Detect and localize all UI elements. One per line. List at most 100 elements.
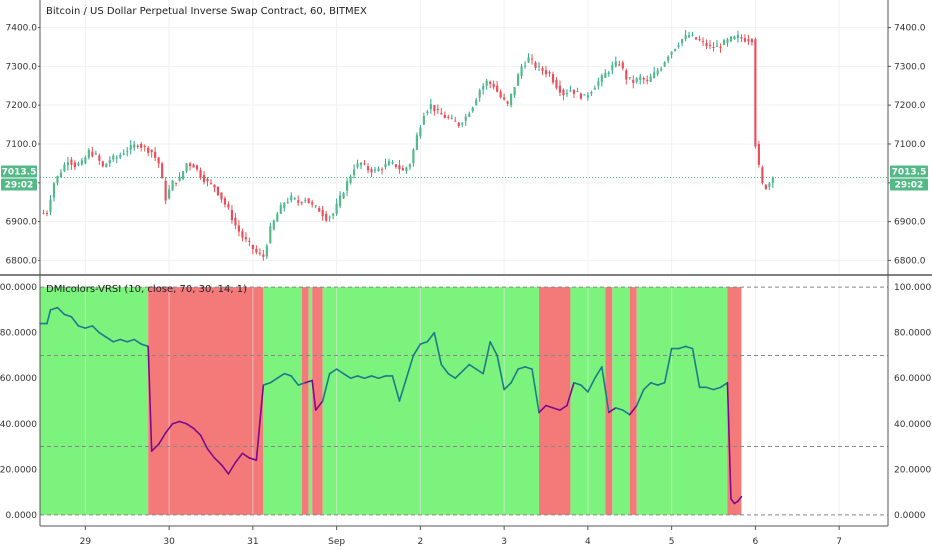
regime-region-bull — [308, 287, 313, 515]
candle-body — [461, 123, 464, 125]
price-tick-label-left: 7200.0 — [6, 101, 38, 111]
candle-body — [670, 51, 673, 55]
candle-body — [318, 208, 321, 212]
time-tick-label: 29 — [80, 537, 92, 547]
candle-body — [307, 198, 310, 204]
candle-body — [454, 120, 457, 122]
oscillator-segment — [178, 420, 188, 425]
candle-body — [726, 39, 729, 44]
candles — [42, 29, 774, 261]
oscillator-segment — [545, 404, 554, 409]
regime-region-bull — [40, 287, 149, 515]
oscillator-segment — [642, 381, 652, 391]
candle-body — [611, 64, 614, 71]
candle-body — [255, 248, 258, 253]
oscillator-segment — [405, 354, 415, 380]
oscillator-segment — [192, 427, 202, 436]
candle-body — [681, 39, 684, 44]
candle-body — [771, 177, 774, 183]
candle-body — [391, 161, 394, 164]
candle-body — [105, 163, 108, 168]
candle-body — [708, 44, 712, 46]
candle-body — [667, 56, 670, 61]
regime-region-bear — [539, 287, 571, 515]
candle-body — [77, 163, 80, 166]
candle-body — [80, 160, 83, 165]
candle-body — [311, 202, 314, 205]
candle-body — [352, 169, 356, 176]
oscillator-segment — [276, 372, 286, 380]
price-tick-label-right: 7400.0 — [894, 24, 926, 34]
oscillator-segment — [419, 340, 429, 345]
oscillator-segment — [608, 407, 617, 414]
regime-region-bear — [312, 287, 323, 515]
countdown-badge-left-text: 29:02 — [5, 181, 34, 191]
price-tick-label-right: 7300.0 — [894, 62, 926, 72]
candle-body — [534, 62, 537, 69]
candle-body — [757, 143, 760, 165]
oscillator-segment — [311, 379, 317, 411]
candle-body — [548, 72, 551, 74]
oscillator-segment — [566, 381, 575, 407]
osc-tick-label-left: 60.0000 — [0, 374, 37, 384]
candle-body — [161, 163, 164, 179]
oscillator-segment — [241, 452, 251, 459]
candle-body — [370, 169, 373, 173]
oscillator-segment — [615, 407, 624, 411]
oscillator-segment — [91, 325, 101, 334]
candle-body — [276, 213, 279, 222]
candle-body — [136, 145, 139, 147]
candle-body — [555, 79, 558, 89]
time-tick-label: 3 — [501, 537, 507, 547]
oscillator-segment — [206, 448, 216, 459]
candle-body — [227, 204, 230, 208]
oscillator-segment — [635, 388, 645, 407]
candle-body — [468, 113, 471, 117]
price-tick-label-left: 6900.0 — [6, 218, 38, 228]
oscillator-segment — [391, 375, 401, 402]
regime-region-bear — [148, 287, 264, 515]
candle-body — [244, 237, 247, 240]
candle-body — [283, 202, 286, 209]
regime-region-bear — [629, 287, 637, 515]
oscillator-segment — [412, 343, 422, 357]
candle-body — [213, 184, 216, 188]
candle-body — [346, 181, 349, 191]
candle-body — [503, 97, 506, 100]
candle-body — [290, 195, 293, 201]
countdown-badge-right: 29:02 — [890, 178, 928, 191]
candle-body — [412, 149, 415, 164]
candle-body — [719, 46, 722, 48]
candle-body — [450, 117, 453, 119]
oscillator-segment — [559, 404, 568, 411]
candle-body — [408, 164, 411, 168]
candle-body — [530, 58, 534, 60]
candle-body — [321, 209, 324, 217]
oscillator-segment — [587, 377, 596, 393]
time-tick-label: 4 — [585, 537, 591, 547]
candle-body — [248, 241, 251, 243]
candle-body — [133, 144, 136, 148]
oscillator-segment — [426, 331, 436, 343]
candle-body — [579, 93, 582, 99]
candle-body — [70, 159, 73, 165]
candle-body — [415, 135, 418, 150]
oscillator-segment — [398, 377, 408, 402]
candle-body — [279, 205, 282, 214]
oscillator-segment — [356, 375, 366, 380]
oscillator-segment — [56, 306, 66, 316]
candle-body — [241, 231, 244, 238]
oscillator-segment — [524, 366, 533, 370]
oscillator-segment — [433, 331, 443, 366]
price-tick-label-left: 7400.0 — [6, 24, 38, 34]
candle-body — [499, 91, 502, 98]
regime-regions — [40, 287, 742, 515]
oscillator-segment — [199, 434, 209, 450]
candle-body — [433, 105, 436, 112]
candle-body — [691, 34, 694, 36]
oscillator-segment — [705, 386, 715, 391]
candle-body — [572, 89, 576, 94]
candle-body — [202, 175, 206, 182]
candle-body — [764, 184, 767, 190]
